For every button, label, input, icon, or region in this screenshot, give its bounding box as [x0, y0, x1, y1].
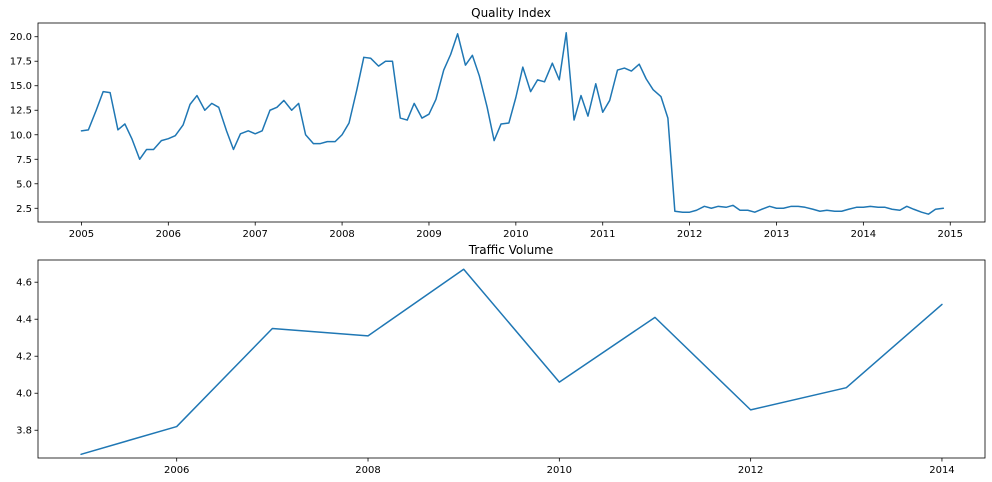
- x-tick-label: 2009: [416, 229, 441, 240]
- y-tick-label: 15.0: [10, 81, 32, 92]
- x-tick-label: 2007: [242, 229, 267, 240]
- x-tick-label: 2014: [929, 465, 954, 476]
- x-tick-label: 2015: [938, 229, 963, 240]
- quality-index-line: [80, 32, 945, 215]
- y-axis: 3.8 4.0 4.2 4.4 4.6: [16, 278, 38, 437]
- x-tick-label: 2005: [69, 229, 94, 240]
- x-axis: 2005 2006 2007 2008 2009 2010 2011 2012 2013 2014…: [69, 222, 963, 240]
- x-tick-label: 2010: [547, 465, 572, 476]
- x-axis: 2006 2008 2010 2012 2014: [164, 458, 955, 476]
- traffic-volume-line: [80, 268, 943, 456]
- y-tick-label: 4.0: [16, 389, 32, 400]
- x-tick-label: 2014: [851, 229, 876, 240]
- x-tick-label: 2008: [355, 465, 380, 476]
- y-tick-label: 20.0: [10, 32, 32, 43]
- x-tick-label: 2010: [503, 229, 528, 240]
- y-tick-label: 12.5: [10, 106, 32, 117]
- traffic-volume-chart: Traffic Volume 3.84.04.24.44.6 2006 2008 2…: [16, 243, 986, 476]
- x-tick-label: 2006: [164, 465, 189, 476]
- y-tick-label: 5.0: [16, 179, 32, 190]
- x-tick-label: 2013: [764, 229, 789, 240]
- x-tick-label: 2006: [156, 229, 181, 240]
- y-tick-label: 4.6: [16, 278, 32, 289]
- y-tick-label: 7.5: [16, 155, 32, 166]
- y-tick-label: 3.8: [16, 426, 32, 437]
- x-tick-label: 2012: [738, 465, 763, 476]
- y-tick-label: 10.0: [10, 130, 32, 141]
- y-axis: 2.5 5.0 7.5 10.0 12.5 15.0 17.5 20.0: [10, 32, 38, 215]
- quality-index-chart: Quality Index 2.55.07.510.012.515.017.52…: [10, 6, 986, 240]
- x-tick-label: 2008: [329, 229, 354, 240]
- plot-frame: [37, 22, 986, 223]
- x-tick-label: 2012: [677, 229, 702, 240]
- chart-title: Traffic Volume: [468, 243, 554, 257]
- plot-frame: [37, 259, 986, 459]
- y-tick-label: 2.5: [16, 204, 32, 215]
- y-tick-label: 4.2: [16, 352, 32, 363]
- chart-title: Quality Index: [471, 6, 551, 20]
- y-tick-label: 17.5: [10, 57, 32, 68]
- y-tick-label: 4.4: [16, 315, 32, 326]
- x-tick-label: 2011: [590, 229, 615, 240]
